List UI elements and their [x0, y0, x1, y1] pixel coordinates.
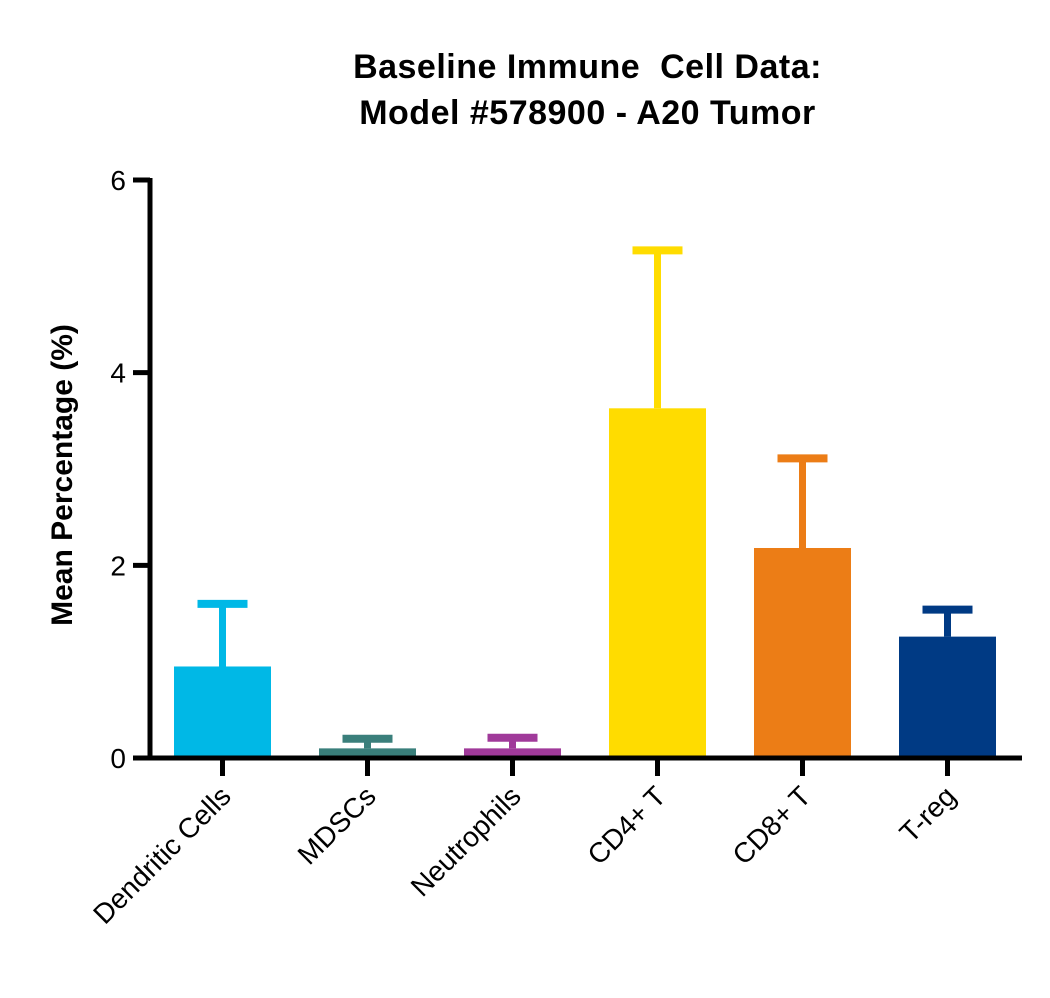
bars-group	[174, 408, 996, 758]
bar	[754, 547, 851, 758]
axes-group	[133, 177, 1022, 776]
bar	[319, 748, 416, 758]
bar	[899, 636, 996, 758]
chart-title-line-2: Model #578900 - A20 Tumor	[359, 94, 816, 132]
labels-group: Dendritic Cells MDSCs Neutrophils CD4+ T CD8…	[87, 165, 962, 930]
x-tick-label: CD4+ T	[581, 780, 671, 870]
y-tick-label: 6	[110, 165, 126, 196]
y-tick-label: 2	[110, 550, 126, 581]
x-tick-label: CD8+ T	[726, 780, 816, 870]
x-tick-label: MDSCs	[292, 780, 382, 870]
y-tick-label: 4	[110, 358, 126, 389]
bar	[609, 408, 706, 758]
bar	[174, 666, 271, 758]
x-tick-label: Dendritic Cells	[87, 780, 237, 930]
y-axis-label: Mean Percentage (%)	[46, 324, 79, 626]
x-tick-label: T-reg	[894, 780, 962, 848]
bar	[464, 748, 561, 758]
error-bars-group	[197, 246, 973, 749]
x-tick-label: Neutrophils	[405, 780, 527, 902]
y-tick-label: 0	[110, 743, 126, 774]
chart-title-line-1: Baseline Immune Cell Data:	[353, 48, 822, 86]
